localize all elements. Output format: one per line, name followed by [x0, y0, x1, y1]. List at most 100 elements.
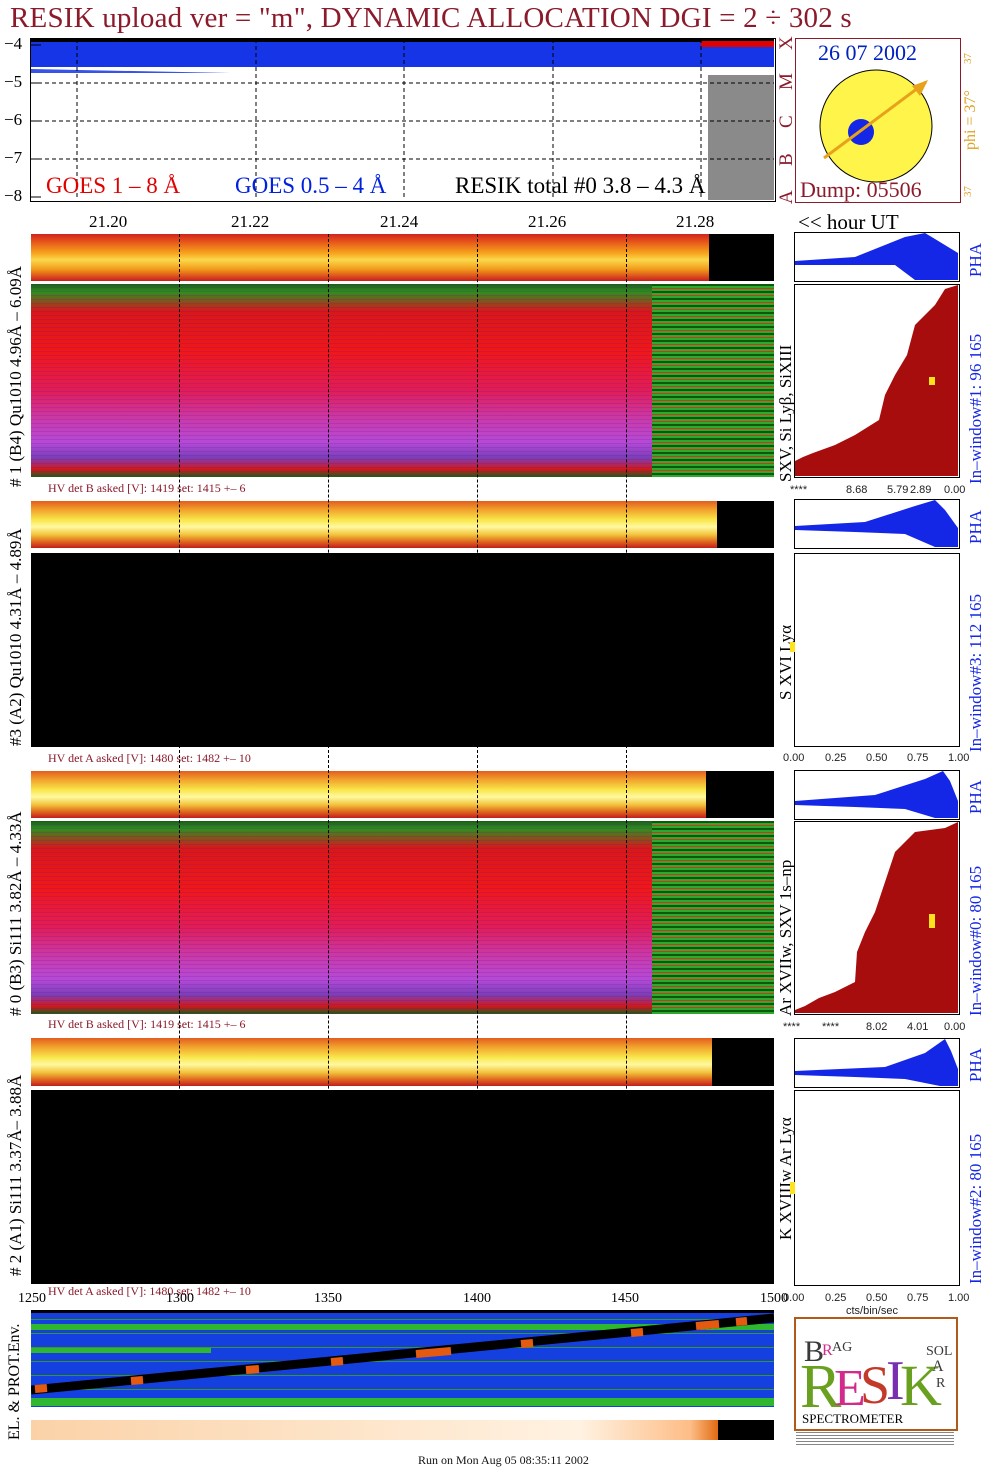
- svg-text:R: R: [936, 1376, 946, 1391]
- footer-run-time: Run on Mon Aug 05 08:35:11 2002: [418, 1453, 589, 1467]
- time-gridline: [328, 234, 329, 1284]
- ch2-spectrogram: [31, 1090, 774, 1284]
- time-unit-label: << hour UT: [798, 210, 899, 234]
- ch2-xtick: 0.25: [825, 1292, 847, 1304]
- env-label: EL. & PROT.Env.: [6, 1323, 23, 1440]
- dump-label: Dump: 05506: [800, 177, 922, 202]
- time-tick: 21.24: [380, 212, 419, 231]
- ch3-spectrogram: [31, 553, 774, 747]
- svg-text:K: K: [900, 1353, 942, 1411]
- ch1-label: # 1 (B4) Qu1010 4.96Å – 6.09Å: [6, 266, 25, 487]
- svg-text:A: A: [932, 1358, 944, 1375]
- legend-resik: RESIK total #0 3.8 – 4.3 Å: [455, 173, 706, 198]
- env-total-gap: [718, 1420, 774, 1440]
- logo-bottom-text: SPECTROMETER: [802, 1411, 904, 1426]
- env-tick: 1400: [463, 1291, 491, 1306]
- env-tick: 1500: [760, 1291, 788, 1306]
- ch0-xtick: ****: [822, 1021, 840, 1033]
- ch2-xtick: 0.50: [866, 1292, 888, 1304]
- ch2-window-hist: [794, 1090, 960, 1286]
- ch2-pha-label: PHA: [966, 1047, 985, 1082]
- ch0-total-bar: [31, 771, 706, 818]
- ch1-spectrogram: [31, 284, 652, 477]
- svg-text:I: I: [886, 1350, 905, 1411]
- ch3-xtick: 0.50: [866, 752, 888, 764]
- ch2-window-marker: [790, 1182, 795, 1194]
- y-tick: −7: [4, 148, 23, 167]
- ch1-spectrogram-tail: [652, 284, 774, 477]
- goes05-band: [31, 41, 774, 67]
- env-tick: 1350: [314, 1291, 342, 1306]
- ch1-hv-label: HV det B asked [V]: 1419 set: 1415 +– 6: [48, 481, 246, 495]
- svg-text:AG: AG: [832, 1340, 852, 1355]
- ch0-xtick: 8.02: [866, 1021, 888, 1033]
- ch2-hv-label: HV det A asked [V]: 1480 set: 1482 +– 10: [48, 1284, 251, 1298]
- ch1-xtick: ****: [790, 484, 808, 496]
- ch0-window-label: In–window#0: 80 165: [966, 865, 985, 1016]
- ch0-xtick: 4.01: [907, 1021, 929, 1033]
- phi-top: 37: [962, 53, 974, 64]
- ch1-lines: SXV, Si Lyβ, SiXIII: [776, 344, 795, 482]
- logo-art: B R AG R E S I K SOL A R: [800, 1335, 952, 1421]
- env-tick: 1300: [166, 1291, 194, 1306]
- ch2-window-label: In–window#2: 80 165: [966, 1133, 985, 1284]
- ch3-xtick: 0.75: [907, 752, 929, 764]
- legend-goes1: GOES 1 – 8 Å: [46, 173, 181, 198]
- ch3-window-hist: [794, 553, 960, 747]
- ch1-xtick: 0.00: [944, 484, 966, 496]
- goes1-band: [31, 39, 774, 42]
- y-tick: −8: [4, 186, 23, 205]
- goes-plot: [31, 39, 774, 200]
- logo-fineprint: [796, 1432, 954, 1446]
- ch1-window-label: In–window#1: 96 165: [966, 333, 985, 484]
- ch2-pha-curve: [795, 1039, 958, 1086]
- svg-text:B: B: [804, 1335, 824, 1368]
- y-tick: −5: [4, 72, 23, 91]
- time-gridline: [477, 234, 478, 1284]
- ch3-pha-label: PHA: [966, 509, 985, 544]
- ch2-xtick: 1.00: [948, 1292, 970, 1304]
- ch3-lines: S XVI Lyα: [776, 624, 795, 700]
- svg-text:E: E: [834, 1360, 866, 1411]
- ch0-lines: Ar XVIIw, SXV 1s–np: [776, 859, 795, 1016]
- phi-label: phi = 37°: [962, 90, 979, 150]
- ch0-total-gap: [706, 771, 774, 818]
- ch1-pha-curve: [795, 233, 958, 280]
- ch0-spectrogram-tail: [652, 821, 774, 1014]
- time-tick: 21.28: [676, 212, 715, 231]
- ch0-xtick: 0.00: [944, 1021, 966, 1033]
- ch2-total-gap: [712, 1038, 774, 1086]
- ch0-xtick: ****: [783, 1021, 801, 1033]
- legend-goes05: GOES 0.5 – 4 Å: [235, 173, 387, 198]
- ch3-label: #3 (A2) Qu1010 4.31Å – 4.89Å: [6, 528, 25, 746]
- ch3-total-bar: [31, 501, 717, 548]
- time-gridline: [179, 234, 180, 1284]
- env-tick: 1250: [18, 1291, 46, 1306]
- ch0-label: # 0 (B3) Si111 3.82Å – 4.33Å: [6, 811, 25, 1016]
- resik-logo: B R AG R E S I K SOL A R SPECTROMETER: [794, 1317, 958, 1431]
- goes05-tail-edge: [31, 67, 774, 75]
- ch1-window-curve: [795, 285, 958, 476]
- ch3-total-gap: [717, 501, 774, 548]
- env-overlay: [31, 1310, 774, 1406]
- y-tick: −4: [4, 34, 23, 53]
- ch0-window-curve: [795, 822, 958, 1013]
- svg-text:SOL: SOL: [926, 1344, 952, 1359]
- time-tick: 21.26: [528, 212, 567, 231]
- data-gap-block: [708, 75, 774, 200]
- ch1-total-gap: [709, 234, 774, 281]
- page-title: RESIK upload ver = "m", DYNAMIC ALLOCATI…: [10, 2, 852, 34]
- env-tick: 1450: [611, 1291, 639, 1306]
- ch2-xtick: 0.00: [783, 1292, 805, 1304]
- ch3-xtick: 1.00: [948, 752, 970, 764]
- ch2-label: # 2 (A1) Si111 3.37Å– 3.88Å: [6, 1074, 25, 1276]
- sun-date: 26 07 2002: [818, 40, 917, 65]
- ch2-total-bar: [31, 1038, 712, 1086]
- ch3-window-label: In–window#3: 112 165: [966, 593, 985, 752]
- ch0-spectrogram: [31, 821, 652, 1014]
- ch3-window-marker: [790, 642, 795, 652]
- time-tick: 21.20: [89, 212, 128, 231]
- ch1-xtick: 5.79: [887, 484, 909, 496]
- ch3-xtick: 0.00: [783, 752, 805, 764]
- ch0-pha-label: PHA: [966, 779, 985, 814]
